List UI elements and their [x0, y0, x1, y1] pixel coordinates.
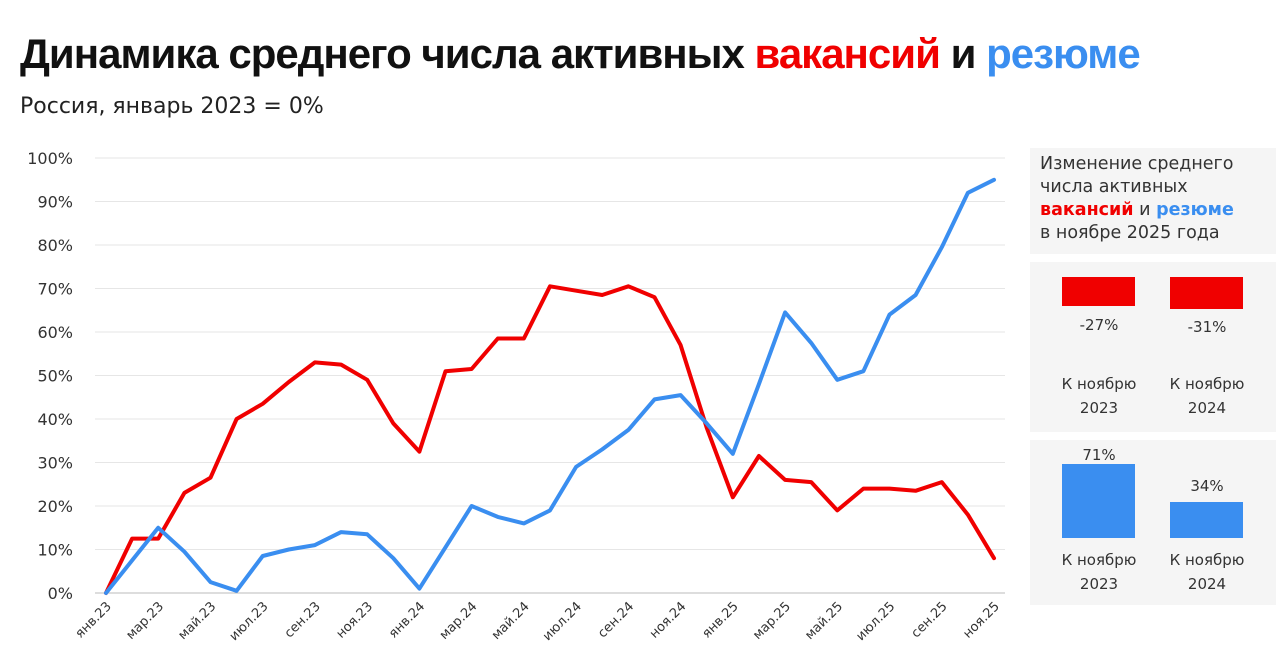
heading-and: и [1133, 200, 1157, 220]
x-tick-label: янв.25 [699, 599, 741, 641]
caption-year: 2023 [1079, 399, 1119, 417]
heading-line-3: вакансий и резюме [1040, 199, 1276, 222]
chart-subtitle: Россия, январь 2023 = 0% [20, 94, 324, 119]
y-tick-label: 10% [37, 541, 73, 560]
resumes-value-2023: 71% [1082, 446, 1116, 464]
caption-line: К ноябрю [1061, 375, 1137, 393]
resumes-change-box: 71% 34% К ноябрю 2023 К ноябрю 2024 [1030, 440, 1276, 605]
heading-line-4: в ноябре 2025 года [1040, 223, 1220, 243]
y-tick-label: 0% [48, 584, 73, 603]
title-resumes: резюме [986, 30, 1141, 77]
x-tick-label: ноя.24 [647, 599, 689, 641]
x-tick-label: мар.25 [750, 599, 794, 643]
x-tick-label: мар.24 [437, 599, 481, 643]
title-vacancies: вакансий [754, 30, 941, 77]
vacancies-bar-2024 [1170, 277, 1243, 309]
caption-year: 2024 [1187, 399, 1227, 417]
x-tick-label: июл.24 [540, 599, 585, 644]
y-tick-label: 30% [37, 454, 73, 473]
x-tick-label: май.24 [489, 599, 533, 643]
title-prefix: Динамика среднего числа активных [20, 30, 755, 77]
y-tick-label: 90% [37, 193, 73, 212]
vacancies-bar-2023 [1062, 277, 1135, 306]
resumes-caption-2024: К ноябрю 2024 [1157, 548, 1257, 596]
caption-line: К ноябрю [1169, 551, 1245, 569]
y-tick-label: 60% [37, 323, 73, 342]
resumes-caption-2023: К ноябрю 2023 [1049, 548, 1149, 596]
resumes-bar-2023 [1062, 464, 1135, 538]
y-tick-label: 50% [37, 367, 73, 386]
x-tick-label: сен.24 [595, 599, 637, 641]
x-tick-label: ноя.23 [334, 599, 376, 641]
caption-year: 2023 [1079, 575, 1119, 593]
vacancies-caption-2024: К ноябрю 2024 [1157, 372, 1257, 420]
x-tick-label: ноя.25 [960, 599, 1002, 641]
series-line-vacancies [104, 284, 996, 595]
line-chart: 0%10%20%30%40%50%60%70%80%90%100%янв.23 м… [27, 149, 1005, 644]
y-tick-label: 80% [37, 236, 73, 255]
resumes-value-2024: 34% [1190, 477, 1224, 495]
heading-line-1: Изменение среднего [1040, 154, 1234, 174]
caption-line: К ноябрю [1061, 551, 1137, 569]
x-tick-label: июл.23 [227, 599, 272, 644]
y-tick-label: 70% [37, 280, 73, 299]
y-tick-label: 40% [37, 410, 73, 429]
caption-year: 2024 [1187, 575, 1227, 593]
x-tick-label: янв.23 [73, 599, 115, 641]
x-tick-label: сен.25 [909, 599, 951, 641]
x-tick-label: май.23 [176, 599, 220, 643]
vacancies-value-2023: -27% [1079, 316, 1119, 334]
title-and: и [939, 30, 987, 77]
heading-resumes: резюме [1156, 200, 1234, 220]
heading-line-2: числа активных [1040, 177, 1188, 197]
chart-title: Динамика среднего числа активных ваканси… [20, 30, 1141, 78]
series-line-resumes [104, 177, 996, 595]
caption-line: К ноябрю [1169, 375, 1245, 393]
vacancies-value-2024: -31% [1187, 318, 1227, 336]
x-tick-label: май.25 [802, 599, 846, 643]
resumes-bar-2024 [1170, 502, 1243, 538]
x-tick-label: сен.23 [282, 599, 324, 641]
heading-vacancies: вакансий [1040, 200, 1134, 220]
x-tick-label: янв.24 [386, 599, 428, 641]
vacancies-caption-2023: К ноябрю 2023 [1049, 372, 1149, 420]
side-panel-heading: Изменение среднего числа активных ваканс… [1030, 148, 1276, 254]
vacancies-change-box: -27% -31% К ноябрю 2023 К ноябрю 2024 [1030, 262, 1276, 432]
x-tick-label: июл.25 [854, 599, 899, 644]
y-tick-label: 100% [27, 149, 73, 168]
x-tick-label: мар.23 [123, 599, 167, 643]
y-tick-label: 20% [37, 497, 73, 516]
